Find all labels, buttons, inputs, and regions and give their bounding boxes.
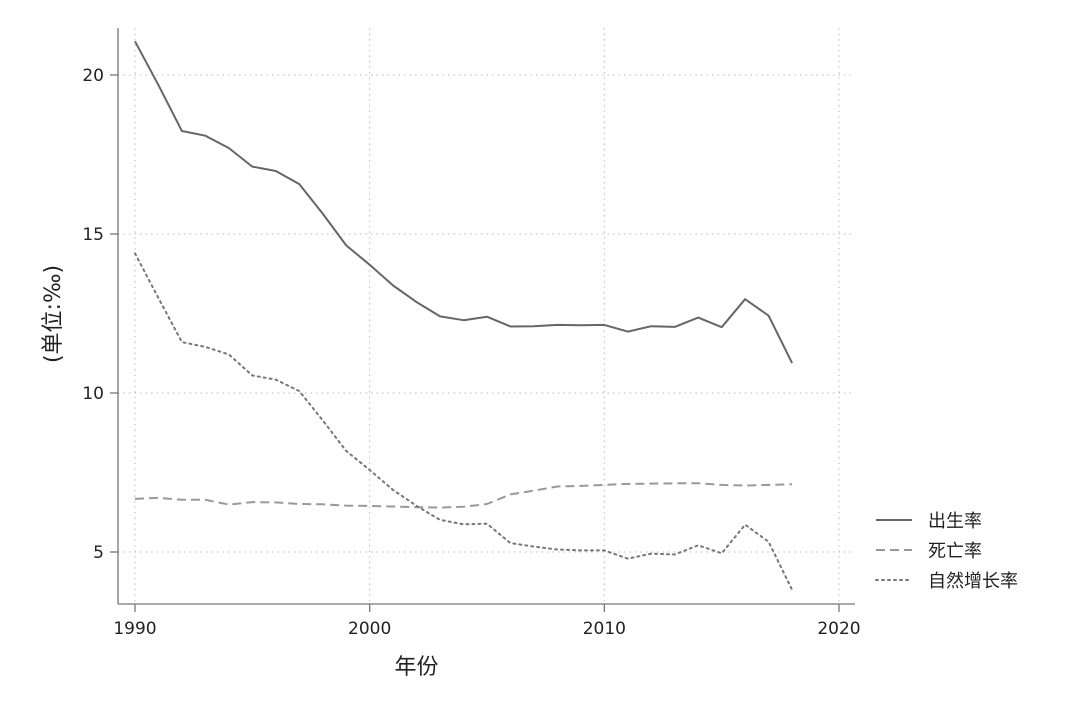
x-tick-label: 2010 bbox=[583, 619, 626, 639]
series-line-natural-growth-rate bbox=[134, 252, 794, 591]
x-tick-label: 2020 bbox=[817, 619, 860, 639]
x-tick-label: 1990 bbox=[113, 619, 156, 639]
legend-label-birth-rate: 出生率 bbox=[928, 511, 982, 532]
series-line-death-rate bbox=[134, 482, 793, 509]
grid-lines bbox=[118, 28, 855, 604]
axes bbox=[117, 28, 855, 605]
y-axis-title: (单位:‰) bbox=[41, 265, 66, 363]
y-tick-label: 10 bbox=[82, 384, 104, 404]
x-tick-label: 2000 bbox=[348, 619, 391, 639]
y-tick-label: 20 bbox=[82, 66, 104, 86]
series-line-birth-rate bbox=[134, 40, 793, 364]
axis-ticks: 1990 2000 2010 2020 5 10 15 20 bbox=[82, 66, 860, 639]
x-axis-title: 年份 bbox=[394, 655, 438, 680]
legend-label-death-rate: 死亡率 bbox=[928, 541, 982, 562]
series-lines bbox=[134, 40, 794, 591]
legend-label-natural-growth-rate: 自然增长率 bbox=[928, 571, 1018, 592]
y-tick-label: 15 bbox=[82, 225, 104, 245]
y-tick-label: 5 bbox=[93, 543, 104, 563]
